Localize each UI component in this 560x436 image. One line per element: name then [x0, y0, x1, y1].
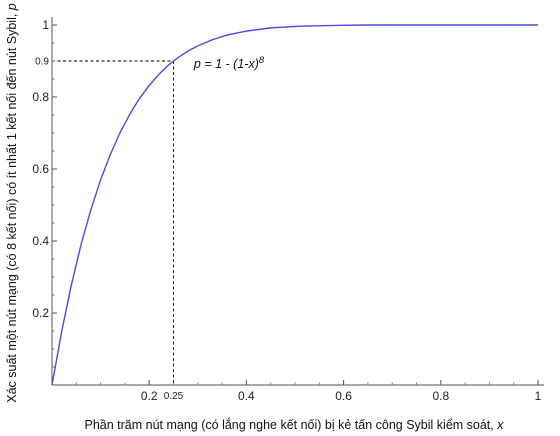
y-axis-label: Xác suất một nút mạng (có 8 kết nối) có … [5, 3, 19, 403]
x-axis-label-var: x [496, 418, 504, 432]
x-tick-label: 0.8 [432, 389, 449, 403]
x-tick-label: 0.2 [141, 389, 158, 403]
y-axis-label-text: Xác suất một nút mạng (có 8 kết nối) có … [5, 10, 19, 403]
reference-lines [52, 60, 174, 385]
y-tick-label: 1 [42, 18, 49, 32]
y-axis-label-var: p [5, 3, 19, 11]
x-axis-label-text: Phần trăm nút mạng (có lắng nghe kết nối… [85, 417, 498, 432]
axes [51, 17, 544, 386]
marker-x-label: 0.25 [164, 391, 184, 402]
y-ticks: 0.2 0.4 0.6 0.8 1 [32, 18, 57, 368]
marker-y-label: 0.9 [35, 57, 49, 68]
x-axis-label: Phần trăm nút mạng (có lắng nghe kết nối… [85, 417, 505, 432]
x-tick-label: 0.6 [335, 389, 352, 403]
series-group [51, 24, 538, 386]
y-tick-label: 0.2 [32, 306, 49, 320]
annotations: p = 1 - (1-x)8 0.25 0.9 [35, 55, 265, 402]
y-tick-label: 0.4 [32, 234, 49, 248]
x-ticks: 0.2 0.4 0.6 0.8 1 [75, 380, 542, 403]
formula-exponent: 8 [259, 55, 265, 66]
y-tick-label: 0.6 [32, 162, 49, 176]
y-tick-label: 0.8 [32, 90, 49, 104]
formula-annotation: p = 1 - (1-x)8 [193, 55, 265, 72]
x-tick-label: 0.4 [238, 389, 255, 403]
x-tick-label: 1 [535, 389, 542, 403]
formula-text: p = 1 - (1-x) [193, 57, 259, 71]
series-line [51, 24, 538, 386]
